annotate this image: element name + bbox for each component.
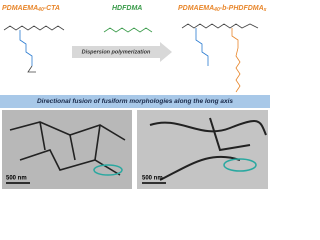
label-sub: x [263,7,267,13]
monomer-label: HDFDMA [112,5,142,12]
label-part: -b-PHDFDMA [220,5,264,12]
banner-text: Directional fusion of fusiform morpholog… [37,98,233,105]
label-sub: 40 [213,7,220,13]
figure: PDMAEMA40-CTA HDFDMA PDMAEMA40-b-PHDFDMA… [0,5,270,189]
label-part: -CTA [44,5,60,12]
scale-bar-label: 500 nm [6,176,27,182]
arrow-label: Dispersion polymerization [82,49,151,55]
tem-image-right: 500 nm [137,110,268,189]
reactant-label: PDMAEMA40-CTA [2,5,60,13]
product-label: PDMAEMA40-b-PHDFDMAx [178,5,267,13]
scale-bar-label: 500 nm [142,176,163,182]
reaction-arrow [72,42,172,62]
label-part: PDMAEMA [2,5,38,12]
label-sub: 40 [37,7,44,13]
structures [3,23,259,93]
label-part: PDMAEMA [178,5,214,12]
banner-box [0,95,270,108]
page: {"header":{"reactant_1":{"main":"PDMAEMA… [0,4,270,189]
tem-image-left: 500 nm [2,110,132,189]
